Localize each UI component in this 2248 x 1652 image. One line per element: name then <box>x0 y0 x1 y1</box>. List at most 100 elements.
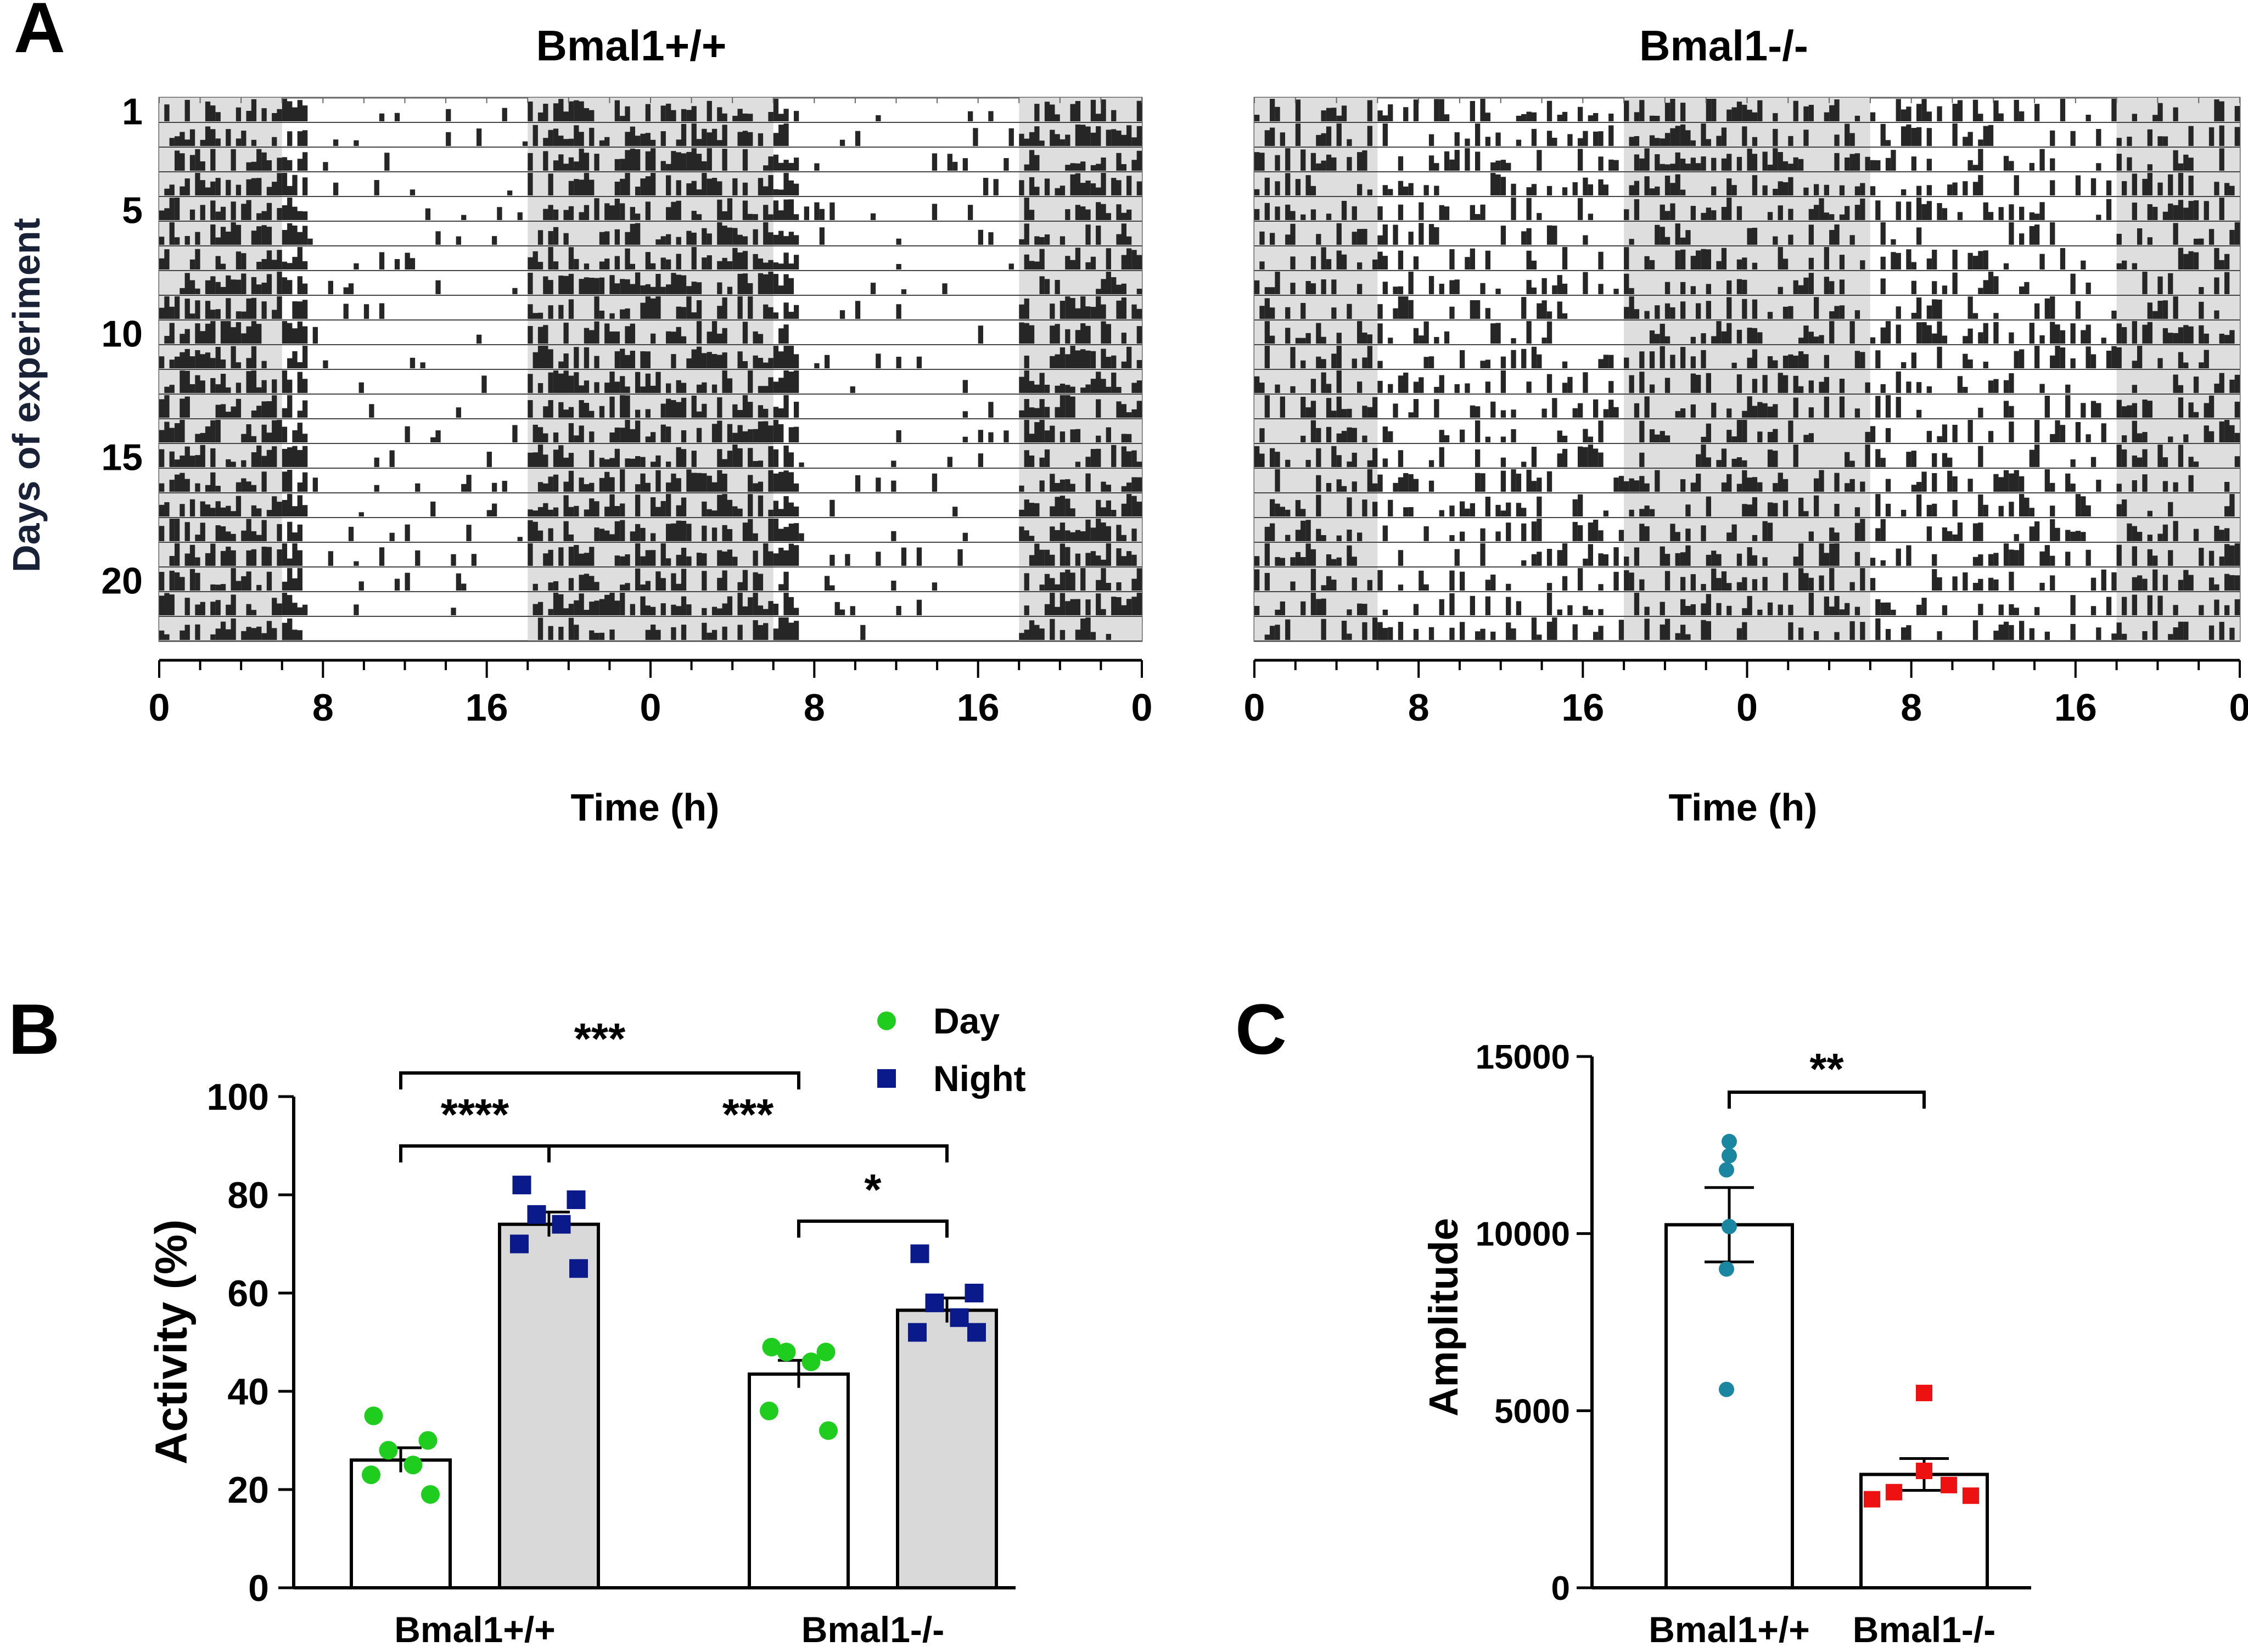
data-point-night <box>567 1190 586 1209</box>
data-point-day <box>760 1401 778 1420</box>
activity-row <box>1259 222 2240 245</box>
data-point-day <box>364 1406 383 1425</box>
significance-bracket <box>547 1144 949 1162</box>
activity-row <box>159 198 1132 220</box>
y-tick-label: 60 <box>227 1273 269 1314</box>
bar-night <box>498 1222 600 1589</box>
x-tick-label: 8 <box>312 686 334 729</box>
x-tick-label: 16 <box>1561 686 1604 729</box>
activity-row <box>159 568 1142 591</box>
data-point-wt <box>1722 1148 1737 1164</box>
significance-label: ** <box>1809 1044 1844 1093</box>
panel-b-axes: 0 20 40 60 80 100 Bmal1+/+ Bmal1-/- <box>207 1076 1016 1650</box>
x-tick-label: 0 <box>149 686 170 729</box>
panel-letter-b: B <box>8 989 60 1069</box>
actogram-xlabel-wt: Time (h) <box>571 786 720 829</box>
activity-row <box>1275 469 2230 492</box>
activity-row <box>159 445 1142 467</box>
category-label: Bmal1-/- <box>801 1609 944 1650</box>
x-tick-label: 8 <box>804 686 825 729</box>
activity-row <box>1264 617 2235 640</box>
y-tick-label: 20 <box>227 1469 269 1511</box>
actogram-wt: 0 8 16 0 8 16 0 <box>149 97 1153 729</box>
activity-row <box>159 420 1132 442</box>
data-point-night <box>950 1308 969 1327</box>
significance-bracket <box>797 1220 949 1238</box>
significance-label: * <box>864 1165 882 1214</box>
legend-night-label: Night <box>933 1058 1026 1099</box>
activity-row <box>1254 99 2240 121</box>
legend-day-marker <box>877 1012 896 1030</box>
data-point-day <box>362 1465 380 1485</box>
data-point-day <box>418 1431 438 1450</box>
activity-row <box>159 519 1137 541</box>
activity-row <box>1264 395 2240 418</box>
significance-label: **** <box>441 1090 509 1139</box>
data-point-day <box>421 1485 440 1504</box>
activity-row <box>1270 494 2235 516</box>
y-tick-label: 0 <box>1551 1570 1570 1608</box>
y-tick-label: 100 <box>207 1076 269 1118</box>
significance-bracket <box>399 1071 800 1089</box>
data-point-ko <box>1916 1385 1932 1402</box>
y-tick-label: 80 <box>227 1175 269 1216</box>
legend-night-marker <box>877 1069 896 1088</box>
activity-row <box>1254 568 2240 591</box>
x-tick-label: 16 <box>2054 686 2097 729</box>
activity-row <box>1254 148 2224 171</box>
activity-row <box>164 321 1142 344</box>
significance-label: *** <box>722 1090 774 1139</box>
data-point-ko <box>1886 1484 1902 1501</box>
data-point-wt <box>1719 1162 1734 1178</box>
activity-row <box>175 148 1142 171</box>
day-tick-label: 15 <box>101 437 143 479</box>
y-tick-label: 15000 <box>1476 1038 1570 1076</box>
data-point-night <box>569 1259 588 1278</box>
data-point-night <box>510 1234 529 1254</box>
bar-night <box>896 1308 998 1589</box>
activity-row <box>159 296 1142 319</box>
data-point-day <box>819 1421 838 1440</box>
actogram-ylabel: Days of experiment <box>5 218 48 572</box>
panel-c-bars <box>1664 1186 1989 1590</box>
y-tick-label: 10000 <box>1476 1216 1570 1254</box>
activity-row <box>164 99 1142 121</box>
panel-b-ylabel: Activity (%) <box>147 1220 197 1465</box>
category-label: Bmal1-/- <box>1853 1609 1995 1650</box>
data-point-wt <box>1722 1218 1737 1234</box>
day-tick-label: 10 <box>101 313 143 355</box>
activity-row <box>159 593 1142 615</box>
x-tick-label: 8 <box>1901 686 1922 729</box>
activity-row <box>164 173 1142 195</box>
data-point-night <box>552 1215 571 1234</box>
bar-amplitude <box>1664 1223 1794 1590</box>
activity-row <box>1264 519 2230 541</box>
panel-c-ylabel: Amplitude <box>1421 1218 1466 1417</box>
data-point-night <box>925 1293 944 1312</box>
activity-row <box>1264 346 2209 368</box>
actogram-title-ko: Bmal1-/- <box>1639 21 1808 70</box>
activity-row <box>169 543 1137 566</box>
day-tick-label: 1 <box>122 91 143 133</box>
data-point-night <box>908 1323 927 1342</box>
y-tick-label: 40 <box>227 1371 269 1413</box>
data-point-wt <box>1719 1261 1734 1277</box>
panel-letter-a: A <box>14 0 65 68</box>
x-tick-label: 0 <box>640 686 661 729</box>
data-point-ko <box>1916 1463 1932 1480</box>
panel-b-points <box>362 1176 986 1504</box>
activity-row <box>1254 272 2230 294</box>
data-point-wt <box>1719 1381 1734 1397</box>
activity-row <box>1259 247 2230 269</box>
data-point-wt <box>1722 1133 1737 1149</box>
day-tick-label: 20 <box>101 560 143 602</box>
data-point-day <box>801 1352 821 1372</box>
panel-letter-c: C <box>1235 989 1287 1069</box>
significance-bracket <box>399 1144 551 1162</box>
actogram-xlabel-ko: Time (h) <box>1669 786 1818 829</box>
data-point-night <box>512 1176 531 1195</box>
x-tick-label: 0 <box>1131 686 1153 729</box>
category-label: Bmal1+/+ <box>1649 1609 1810 1650</box>
